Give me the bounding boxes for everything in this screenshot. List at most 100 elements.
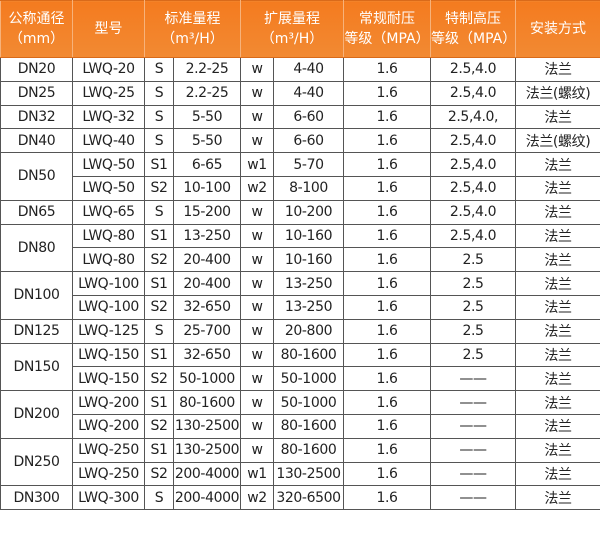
cell-special-pressure: 2.5,4.0 [430,128,516,154]
cell-special-pressure: 2.5,4.0 [430,175,516,201]
cell-ext-range: 320-6500 [273,485,344,511]
cell-special-pressure: 2.5,4.0 [430,199,516,225]
cell-normal-pressure: 1.6 [343,104,431,130]
cell-ext-code: w [240,223,274,249]
cell-installation: 法兰(螺纹) [515,80,600,106]
cell-normal-pressure: 1.6 [343,152,431,177]
cell-model: LWQ-50 [72,175,145,201]
header-text: （m³/H） [161,31,224,47]
cell-ext-range: 6-60 [273,128,344,154]
cell-std-code: S1 [144,223,174,249]
cell-std-range: 2.2-25 [173,57,241,82]
cell-ext-range: 10-160 [273,247,344,273]
cell-std-range: 200-4000 [173,461,241,487]
cell-ext-range: 80-1600 [273,437,344,463]
cell-normal-pressure: 1.6 [343,175,431,201]
cell-normal-pressure: 1.6 [343,461,431,487]
cell-std-range: 50-1000 [173,366,241,392]
table-row: DN80 LWQ-80 S1 13-250 w 10-160 1.6 2.5,4.0 法兰 [0,223,600,273]
cell-ext-range: 13-250 [273,294,344,320]
cell-std-range: 20-400 [173,271,241,296]
cell-diameter: DN300 [0,485,73,511]
cell-installation: 法兰 [515,271,600,296]
cell-model: LWQ-300 [72,485,145,511]
header-diameter: 公称通径 （mm） [0,0,73,58]
table-body: DN20 LWQ-20 S 2.2-25 w 4-40 1.6 2.5,4.0 法兰 DN25 LW… [0,57,600,511]
cell-installation: 法兰 [515,104,600,130]
cell-std-code: S1 [144,390,174,415]
cell-std-range: 130-2500 [173,437,241,463]
table-row: LWQ-80 S2 20-400 w 10-160 1.6 2.5 法兰 [1,247,600,273]
cell-diameter: DN125 [0,318,73,344]
header-text: （mm） [8,31,65,47]
header-model: 型号 [72,0,145,58]
cell-ext-range: 130-2500 [273,461,344,487]
header-text: 常规耐压 [359,11,415,27]
header-text: 等级（MPA） [431,31,516,47]
cell-std-code: S [144,128,174,154]
cell-ext-code: w [240,318,274,344]
cell-special-pressure: 2.5 [430,342,516,368]
cell-ext-range: 4-40 [273,80,344,106]
table-row: DN200 LWQ-200 S1 80-1600 w 50-1000 1.6 —— 法兰 [0,390,600,439]
cell-diameter: DN65 [0,199,73,225]
cell-ext-code: w [240,128,274,154]
cell-ext-code: w1 [240,461,274,487]
cell-diameter: DN250 [0,437,73,487]
cell-model: LWQ-150 [72,342,145,368]
cell-diameter: DN50 [0,152,73,201]
cell-diameter: DN32 [0,104,73,130]
cell-std-range: 15-200 [173,199,241,225]
cell-special-pressure: 2.5,4.0, [430,104,516,130]
cell-ext-range: 10-160 [273,223,344,249]
cell-installation: 法兰 [515,390,600,415]
cell-normal-pressure: 1.6 [343,80,431,106]
table-row: DN65 LWQ-65 S 15-200 w 10-200 1.6 2.5,4.0 法兰 [0,199,600,225]
cell-std-code: S2 [144,175,174,201]
cell-ext-code: w2 [240,175,274,201]
cell-installation: 法兰 [515,485,600,511]
cell-ext-code: w [240,390,274,415]
cell-diameter: DN40 [0,128,73,154]
cell-std-range: 25-700 [173,318,241,344]
table-row: DN125 LWQ-125 S 25-700 w 20-800 1.6 2.5 法兰 [0,318,600,344]
cell-normal-pressure: 1.6 [343,223,431,249]
cell-diameter: DN150 [0,342,73,392]
cell-ext-code: w [240,366,274,392]
cell-std-code: S1 [144,342,174,368]
table-row: DN150 LWQ-150 S1 32-650 w 80-1600 1.6 2.5 法兰 [0,342,600,392]
table-row: DN25 LWQ-25 S 2.2-25 w 4-40 1.6 2.5,4.0 法兰(螺纹) [0,80,600,106]
cell-std-code: S1 [144,437,174,463]
cell-installation: 法兰 [515,175,600,201]
cell-std-code: S2 [144,294,174,320]
cell-std-code: S [144,104,174,130]
cell-ext-code: w [240,413,274,439]
table-row: DN32 LWQ-32 S 5-50 w 6-60 1.6 2.5,4.0, 法兰 [0,104,600,130]
cell-special-pressure: 2.5 [430,247,516,273]
header-row: 公称通径 （mm） 型号 标准量程 （m³/H） 扩展量程 （m³/H） 常规耐压 等级… [0,0,600,58]
cell-special-pressure: —— [430,390,516,415]
cell-model: LWQ-250 [72,437,145,463]
cell-special-pressure: 2.5 [430,318,516,344]
cell-installation: 法兰 [515,152,600,177]
table-row: DN250 LWQ-250 S1 130-2500 w 80-1600 1.6 —— 法兰 [0,437,600,487]
cell-std-range: 20-400 [173,247,241,273]
cell-model: LWQ-150 [72,366,145,392]
table-row: DN100 LWQ-100 S1 20-400 w 13-250 1.6 2.5 法兰 [0,271,600,320]
cell-model: LWQ-80 [72,223,145,249]
table-row: LWQ-200 S2 130-2500 w 80-1600 1.6 —— 法兰 [1,413,600,439]
cell-special-pressure: 2.5,4.0 [430,223,516,249]
table-row: LWQ-100 S2 32-650 w 13-250 1.6 2.5 法兰 [1,294,600,320]
cell-std-code: S [144,80,174,106]
cell-ext-code: w [240,271,274,296]
cell-std-range: 200-4000 [173,485,241,511]
cell-model: LWQ-65 [72,199,145,225]
cell-normal-pressure: 1.6 [343,366,431,392]
cell-ext-range: 6-60 [273,104,344,130]
cell-ext-range: 80-1600 [273,342,344,368]
cell-special-pressure: —— [430,461,516,487]
cell-normal-pressure: 1.6 [343,199,431,225]
cell-diameter: DN100 [0,271,73,320]
cell-normal-pressure: 1.6 [343,485,431,511]
cell-std-range: 32-650 [173,294,241,320]
